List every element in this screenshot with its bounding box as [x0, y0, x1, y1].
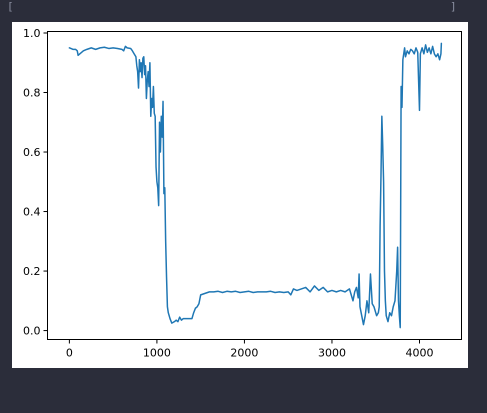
y-axis: 0.0 0.2 0.4 0.6 0.8 1.0 — [23, 27, 48, 338]
top-strip-left-glyph: [ — [7, 0, 14, 13]
top-strip-right-glyph: ] — [450, 0, 457, 13]
y-tick-label: 0.6 — [23, 146, 41, 159]
x-axis: 0 1000 2000 3000 4000 — [66, 339, 433, 360]
y-tick-label: 1.0 — [23, 27, 41, 40]
y-tick-label: 0.4 — [23, 206, 41, 219]
top-strip — [0, 0, 487, 22]
x-tick-label: 1000 — [143, 347, 171, 360]
plot-area-frame — [47, 31, 462, 340]
series-line — [68, 42, 443, 329]
x-tick-label: 0 — [66, 347, 73, 360]
y-tick-label: 0.8 — [23, 87, 41, 100]
x-tick-label: 3000 — [318, 347, 346, 360]
x-tick-label: 4000 — [405, 347, 433, 360]
y-tick-label: 0.0 — [23, 325, 41, 338]
x-tick-label: 2000 — [230, 347, 258, 360]
y-tick-label: 0.2 — [23, 265, 41, 278]
